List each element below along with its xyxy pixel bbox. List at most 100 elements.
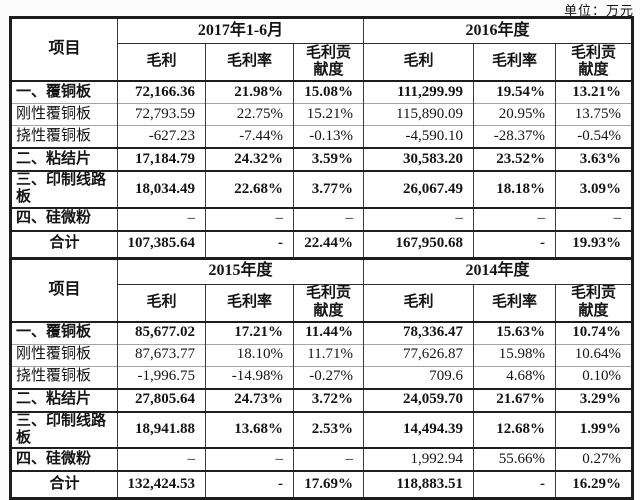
cell-value: 3.29% [554, 387, 633, 412]
cell-value: 0.27% [554, 447, 633, 471]
cell-value: 11.71% [293, 343, 364, 366]
cell-value: 118,883.51 [363, 470, 474, 499]
cell-value: 24.32% [205, 147, 294, 171]
gross-profit-header: 毛利 [363, 43, 474, 82]
cell-value: 3.63% [554, 147, 633, 171]
gross-profit-header: 毛利 [363, 284, 474, 323]
cell-value: 12.68% [473, 410, 556, 448]
cell-value: 3.77% [293, 170, 364, 208]
page: { "unit_label": "单位：万元", "colors": { "bo… [9, 3, 635, 500]
row-label: 一、覆铜板 [10, 80, 118, 104]
cell-value: 85,677.02 [117, 320, 206, 344]
cell-value: 709.6 [363, 365, 474, 389]
cell-value: 30,583.20 [363, 147, 474, 171]
cell-value: 23.52% [473, 147, 556, 171]
cell-value: 18,941.88 [117, 410, 206, 448]
cell-value: 15.21% [293, 103, 364, 126]
row-label: 二、粘结片 [10, 147, 118, 171]
row-label: 四、硅微粉 [10, 206, 118, 231]
table-row: 二、粘结片 27,805.64 24.73% 3.72% 24,059.70 21.67%… [10, 387, 633, 412]
header-row-periods: 项目 2015年度 2014年度 [10, 256, 633, 322]
table-row: 一、覆铜板 85,677.02 17.21% 11.44% 78,336.47 15.63… [10, 320, 633, 344]
cell-value: – [117, 447, 206, 471]
cell-value: – [554, 206, 633, 231]
row-label: 三、印制线路板 [10, 410, 118, 448]
cell-value: – [473, 206, 556, 231]
cell-value: – [205, 447, 294, 471]
cell-value: 13.21% [554, 80, 633, 104]
period-header: 2017年1-6月 [117, 16, 364, 44]
row-label: 四、硅微粉 [10, 447, 118, 471]
row-label: 一、覆铜板 [10, 320, 118, 344]
cell-value: 87,673.77 [117, 343, 206, 366]
row-label: 挠性覆铜板 [10, 125, 118, 148]
cell-value: 15.98% [473, 343, 556, 366]
row-label: 二、粘结片 [10, 387, 118, 412]
cell-value: 11.44% [293, 320, 364, 344]
cell-value: 1,992.94 [363, 447, 474, 471]
cell-value: 17.21% [205, 320, 294, 344]
table-body: 项目 2017年1-6月 2016年度 毛利 毛利率 毛利贡 献度 毛利 毛利率 毛利贡 献度一… [10, 16, 633, 499]
cell-value: 17.69% [293, 470, 364, 499]
gross-profit-header: 毛利 [117, 43, 206, 82]
cell-value: 26,067.49 [363, 170, 474, 208]
cell-value: – [293, 206, 364, 231]
cell-value: 17,184.79 [117, 147, 206, 171]
cell-value: 3.72% [293, 387, 364, 412]
row-label: 合计 [10, 229, 118, 258]
cell-value: -1,996.75 [117, 365, 206, 389]
header-row-metrics: 毛利 毛利率 毛利贡 献度 毛利 毛利率 毛利贡 献度 [11, 43, 633, 82]
table-row: 合计 132,424.53-17.69% 118,883.51-16.29% [10, 470, 633, 499]
cell-value: – [363, 206, 474, 231]
row-label: 三、印制线路板 [10, 170, 118, 208]
table-row: 合计 107,385.64-22.44% 167,950.68-19.93% [10, 229, 633, 258]
cell-value: 1.99% [554, 410, 633, 448]
cell-value: 22.44% [293, 229, 364, 258]
cell-value: 2.53% [293, 410, 364, 448]
gross-margin-header: 毛利率 [205, 284, 294, 323]
cell-value: 4.68% [473, 365, 556, 389]
cell-value: 132,424.53 [117, 470, 206, 499]
row-label: 刚性覆铜板 [10, 103, 118, 126]
cell-value: 107,385.64 [117, 229, 206, 258]
cell-value: 24,059.70 [363, 387, 474, 412]
period-header: 2014年度 [362, 256, 633, 285]
cell-value: -28.37% [473, 125, 556, 148]
cell-value: 55.66% [473, 447, 556, 471]
cell-value: -627.23 [117, 125, 206, 148]
header-row-metrics: 毛利 毛利率 毛利贡 献度 毛利 毛利率 毛利贡 献度 [11, 284, 633, 323]
table-row: 二、粘结片 17,184.79 24.32% 3.59% 30,583.20 23.52%… [10, 147, 633, 171]
item-column-header: 项目 [10, 256, 118, 322]
cell-value: 22.68% [205, 170, 294, 208]
table-row: 四、硅微粉 – – – – – – [10, 206, 633, 231]
cell-value: 22.75% [205, 103, 294, 126]
contribution-header: 毛利贡 献度 [293, 43, 364, 82]
cell-value: 24.73% [205, 387, 294, 412]
table-row: 四、硅微粉 – – –1,992.94 55.66% 0.27% [10, 447, 633, 471]
cell-value: - [473, 470, 556, 499]
cell-value: 3.09% [554, 170, 633, 208]
item-column-header: 项目 [10, 16, 118, 82]
cell-value: 18.10% [205, 343, 294, 366]
row-label: 刚性覆铜板 [10, 343, 118, 366]
contribution-header: 毛利贡 献度 [554, 43, 633, 82]
gross-profit-header: 毛利 [117, 284, 206, 323]
cell-value: -0.54% [554, 125, 633, 148]
gross-margin-header: 毛利率 [473, 43, 556, 82]
cell-value: 21.98% [205, 80, 294, 104]
cell-value: -0.13% [293, 125, 364, 148]
cell-value: 27,805.64 [117, 387, 206, 412]
cell-value: 21.67% [473, 387, 556, 412]
cell-value: -14.98% [205, 365, 294, 389]
cell-value: -0.27% [293, 365, 364, 389]
cell-value: 13.75% [554, 103, 633, 126]
cell-value: 20.95% [473, 103, 556, 126]
table-row: 挠性覆铜板 -1,996.75 -14.98% -0.27% 709.6 4.68% 0.1… [10, 365, 633, 389]
table-row: 三、印制线路板 18,034.49 22.68% 3.77% 26,067.49 18.1… [10, 170, 633, 208]
row-label: 挠性覆铜板 [10, 365, 118, 389]
unit-label: 单位：万元 [563, 3, 634, 18]
contribution-header: 毛利贡 献度 [554, 284, 633, 323]
cell-value: – [117, 206, 206, 231]
contribution-header: 毛利贡 献度 [293, 284, 364, 323]
cell-value: 78,336.47 [363, 320, 474, 344]
